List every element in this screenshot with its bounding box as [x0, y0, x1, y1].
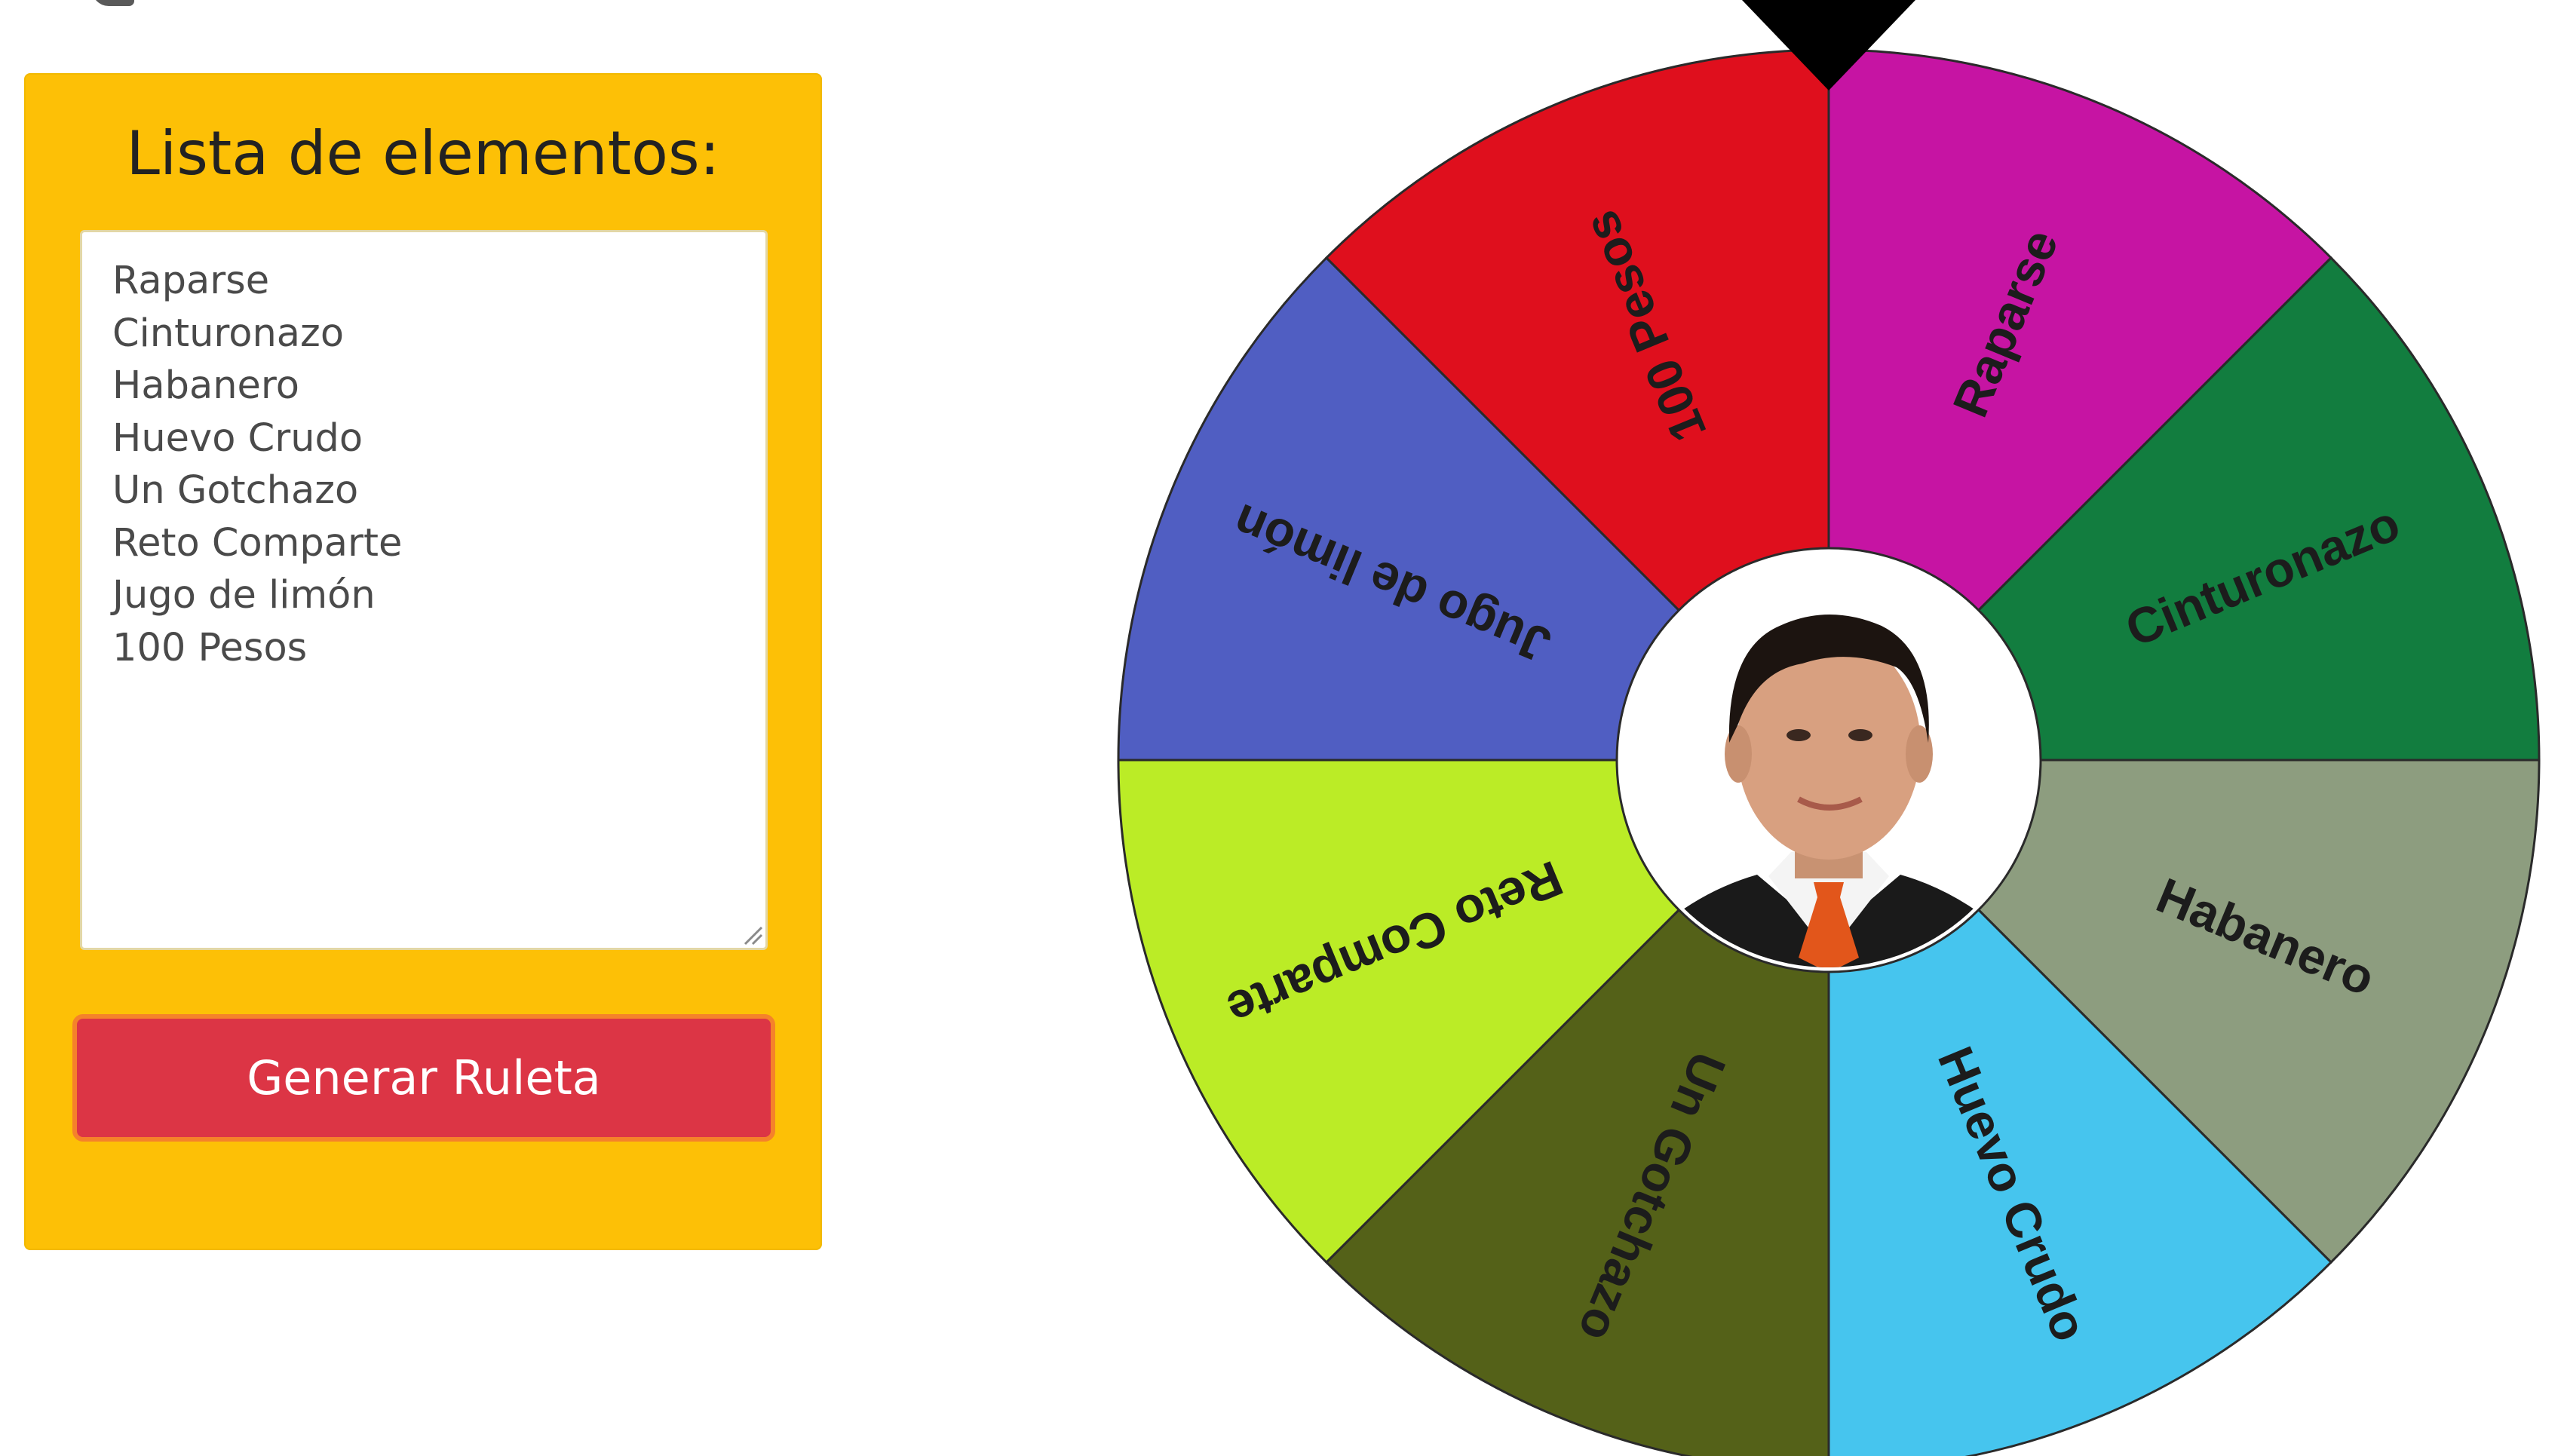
wheel-segment: [1826, 256, 2541, 762]
wheel-segment: [1826, 759, 2541, 1264]
wheel-segment: [1117, 759, 1832, 1264]
top-partial-icon: [92, 0, 134, 6]
person-portrait-icon: [1621, 553, 2036, 967]
wheel-segment: [1117, 256, 1832, 762]
generate-wheel-button[interactable]: Generar Ruleta: [72, 1014, 775, 1142]
resize-grip-icon[interactable]: [741, 923, 763, 946]
wheel-segment: [1324, 757, 1830, 1456]
wheel-segments: [1117, 48, 2541, 1456]
wheel-pointer: [1742, 0, 1915, 90]
wheel-segment: [1827, 757, 2333, 1456]
wheel-segment: [1827, 48, 2333, 763]
elements-panel: Lista de elementos: Raparse Cinturonazo …: [24, 73, 822, 1250]
elements-list-textarea[interactable]: Raparse Cinturonazo Habanero Huevo Crudo…: [80, 230, 768, 950]
center-portrait: [1615, 547, 2042, 973]
panel-title: Lista de elementos:: [126, 118, 720, 189]
wheel-segment: [1324, 48, 1830, 763]
